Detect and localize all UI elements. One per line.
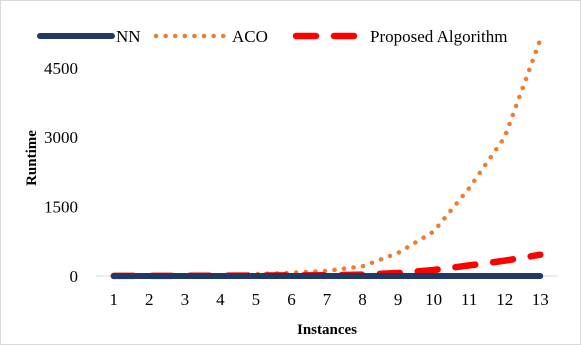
x-tick-label: 2: [145, 290, 154, 309]
x-tick-label: 4: [216, 290, 225, 309]
x-tick-label: 7: [323, 290, 332, 309]
x-tick-label: 5: [252, 290, 261, 309]
y-tick-label: 1500: [44, 198, 78, 217]
y-tick-label: 4500: [44, 59, 78, 78]
y-axis-ticks: 0 1500 3000 4500: [44, 59, 78, 286]
x-tick-label: 6: [287, 290, 296, 309]
x-tick-label: 13: [532, 290, 549, 309]
x-tick-label: 1: [110, 290, 119, 309]
y-tick-label: 0: [70, 267, 79, 286]
series-line-aco: [111, 37, 543, 279]
y-tick-label: 3000: [44, 128, 78, 147]
legend-label: Proposed Algorithm: [370, 27, 507, 46]
legend: NN ACO Proposed Algorithm: [37, 27, 507, 46]
x-tick-label: 11: [461, 290, 477, 309]
y-axis-title: Runtime: [24, 130, 40, 186]
x-tick-label: 8: [358, 290, 367, 309]
x-tick-label: 12: [496, 290, 513, 309]
x-tick-label: 10: [425, 290, 442, 309]
plot-area: [110, 37, 544, 280]
x-axis-ticks: 1 2 3 4 5 6 7 8 9 10 11 12 13: [110, 290, 549, 309]
x-tick-label: 9: [394, 290, 403, 309]
x-axis-title: Instances: [297, 322, 357, 338]
legend-label: ACO: [232, 27, 268, 46]
series-line-proposed-algorithm: [110, 251, 544, 280]
legend-label: NN: [116, 27, 141, 46]
x-tick-label: 3: [181, 290, 190, 309]
